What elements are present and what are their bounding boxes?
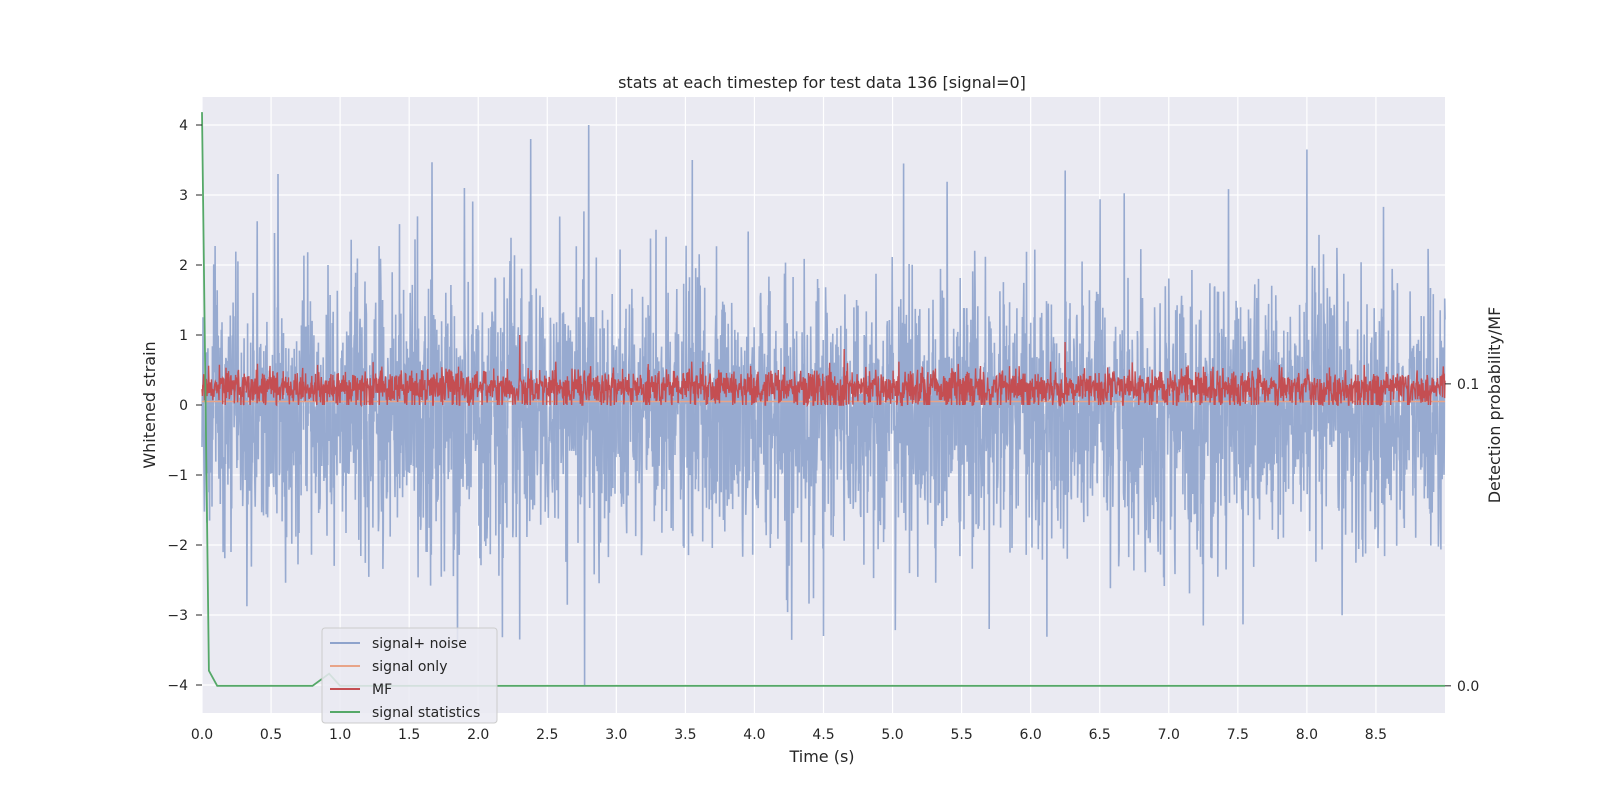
x-tick-label: 7.0 xyxy=(1158,727,1180,743)
x-ticks: 0.0 0.5 1.0 1.5 2.0 2.5 3.0 3.5 4.0 4.5 5.0 5.5 6.0 6… xyxy=(191,727,1387,743)
legend-label: signal only xyxy=(372,659,447,675)
y-tick-label: 2 xyxy=(179,258,188,274)
x-tick-label: 0.0 xyxy=(191,727,213,743)
legend: signal+ noise signal only MF signal statist… xyxy=(321,627,498,724)
y-ticks-right: 0.1 0.0 xyxy=(1445,377,1479,695)
x-tick-label: 3.0 xyxy=(605,727,627,743)
x-tick-label: 7.5 xyxy=(1227,727,1249,743)
y-axis-label-right: Detection probability/MF xyxy=(1485,307,1504,504)
x-tick-label: 2.0 xyxy=(467,727,489,743)
x-tick-label: 2.5 xyxy=(536,727,558,743)
legend-label: signal+ noise xyxy=(372,636,467,652)
y-tick-label: 0 xyxy=(179,398,188,414)
x-tick-label: 0.5 xyxy=(260,727,282,743)
y-tick-label: 4 xyxy=(179,118,188,134)
x-tick-label: 5.5 xyxy=(950,727,972,743)
series-signal-noise xyxy=(201,124,1446,686)
x-tick-label: 4.0 xyxy=(743,727,765,743)
y-tick-label: −2 xyxy=(167,538,188,554)
y-ticks: 4 3 2 1 0 −1 −2 −3 −4 xyxy=(167,118,202,694)
x-tick-label: 1.5 xyxy=(398,727,420,743)
x-tick-label: 8.5 xyxy=(1365,727,1387,743)
y-axis-label: Whitened strain xyxy=(140,341,159,468)
x-tick-label: 3.5 xyxy=(674,727,696,743)
x-axis-label: Time (s) xyxy=(788,747,854,766)
legend-label: signal statistics xyxy=(372,705,480,721)
legend-box xyxy=(321,627,498,724)
x-tick-label: 6.0 xyxy=(1020,727,1042,743)
legend-label: MF xyxy=(372,682,392,698)
x-tick-label: 5.0 xyxy=(881,727,903,743)
x-tick-label: 1.0 xyxy=(329,727,351,743)
y-tick-label: −3 xyxy=(167,608,188,624)
y-right-tick-label: 0.1 xyxy=(1457,377,1479,393)
y-tick-label: 1 xyxy=(179,328,188,344)
y-tick-label: −4 xyxy=(167,678,188,694)
x-tick-label: 6.5 xyxy=(1089,727,1111,743)
y-tick-label: −1 xyxy=(167,468,188,484)
x-tick-label: 4.5 xyxy=(812,727,834,743)
series-mf xyxy=(201,334,1446,408)
chart-title: stats at each timestep for test data 136… xyxy=(618,73,1026,92)
x-tick-label: 8.0 xyxy=(1296,727,1318,743)
y-right-tick-label: 0.0 xyxy=(1457,679,1479,695)
y-tick-label: 3 xyxy=(179,188,188,204)
